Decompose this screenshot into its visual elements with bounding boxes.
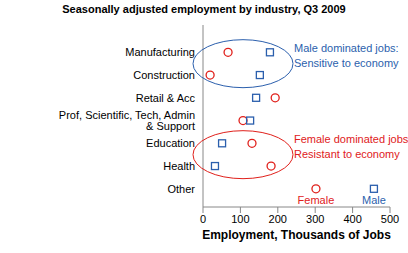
svg-text:Education: Education bbox=[146, 137, 195, 149]
svg-text:Male dominated jobs:: Male dominated jobs: bbox=[294, 42, 399, 54]
svg-text:Female: Female bbox=[298, 194, 335, 206]
svg-text:500: 500 bbox=[381, 213, 399, 225]
svg-text:Health: Health bbox=[163, 160, 195, 172]
svg-text:300: 300 bbox=[306, 213, 324, 225]
svg-text:0: 0 bbox=[200, 213, 206, 225]
svg-text:Prof, Scientific, Tech, Admin&: Prof, Scientific, Tech, Admin& Support bbox=[59, 109, 195, 132]
svg-text:Female dominated jobs:: Female dominated jobs: bbox=[294, 133, 400, 145]
svg-text:Construction: Construction bbox=[133, 69, 195, 81]
svg-text:100: 100 bbox=[231, 213, 249, 225]
svg-text:Retail & Acc: Retail & Acc bbox=[136, 92, 196, 104]
svg-text:Resistant to economy: Resistant to economy bbox=[294, 148, 400, 160]
svg-text:200: 200 bbox=[269, 213, 287, 225]
svg-text:Sensitive to economy: Sensitive to economy bbox=[294, 57, 399, 69]
svg-text:400: 400 bbox=[343, 213, 361, 225]
svg-text:Seasonally adjusted employment: Seasonally adjusted employment by indust… bbox=[62, 3, 345, 15]
svg-text:Male: Male bbox=[362, 194, 386, 206]
svg-text:Employment, Thousands of Jobs: Employment, Thousands of Jobs bbox=[202, 228, 391, 242]
svg-text:Manufacturing: Manufacturing bbox=[125, 46, 195, 58]
svg-text:Other: Other bbox=[167, 183, 195, 195]
